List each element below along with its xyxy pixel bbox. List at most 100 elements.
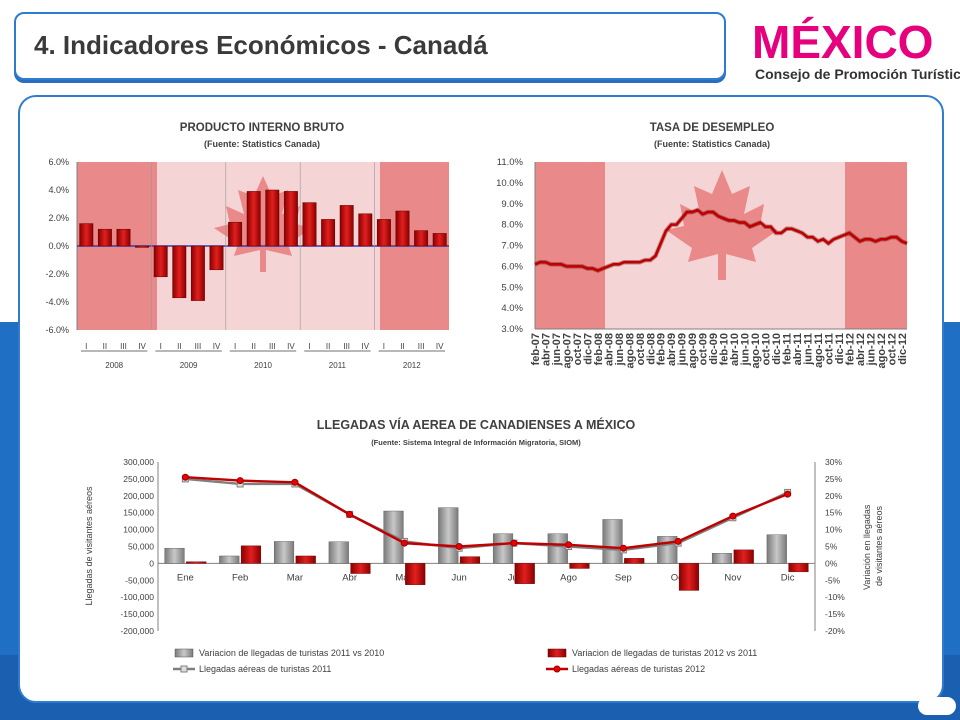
gdp-ytick-label: 2.0% (48, 213, 69, 223)
gdp-quarter-label: III (343, 342, 350, 351)
legend-marker (553, 665, 561, 673)
arrivals-y2tick-label: -5% (825, 575, 841, 585)
gdp-bar (395, 210, 410, 247)
unemployment-xtick-label: dic-10 (771, 333, 783, 365)
arrivals-y2tick-label: 5% (825, 542, 838, 552)
unemployment-xtick-label: jun-08 (614, 333, 626, 366)
gdp-ytick-label: 4.0% (48, 185, 69, 195)
gdp-quarter-label: II (103, 342, 107, 351)
arrivals-category-label: Abr (342, 572, 357, 583)
unemployment-xtick-label: oct-12 (886, 333, 898, 365)
arrivals-category-label: Ago (560, 572, 577, 583)
unemployment-ytick-label: 3.0% (501, 324, 523, 335)
gdp-ytick-label: -2.0% (45, 269, 69, 279)
arrivals-ytick-label: -50,000 (125, 575, 154, 585)
arrivals-bar-2012 (240, 545, 262, 564)
unemployment-line (534, 207, 908, 273)
arrivals-bar-2011 (438, 507, 459, 564)
arrivals-bar-2011 (711, 553, 733, 564)
arrivals-ytick-label: 50,000 (128, 542, 154, 552)
arrivals-marker-2012 (181, 473, 189, 481)
unemployment-chart-title: TASA DE DESEMPLEO (650, 122, 775, 134)
legend-label: Llegadas aéreas de turistas 2012 (572, 664, 705, 674)
unemployment-ytick-label: 11.0% (497, 157, 524, 168)
gdp-bar (79, 223, 94, 247)
gdp-bar (414, 230, 429, 247)
arrivals-marker-2012 (510, 539, 518, 547)
unemployment-xtick-label: feb-07 (530, 333, 542, 365)
arrivals-lines (181, 473, 792, 554)
arrivals-bar-2011 (602, 519, 623, 564)
arrivals-bar-2011 (219, 555, 240, 564)
unemployment-xtick-label: oct-07 (572, 333, 584, 365)
arrivals-category-label: Sep (615, 572, 632, 583)
gdp-quarter-label: III (195, 342, 202, 351)
arrivals-ylabel: Llegadas de visitantes aéreos (84, 486, 94, 606)
gdp-bar (283, 191, 298, 247)
gdp-quarter-label: III (418, 342, 425, 351)
arrivals-bars (164, 507, 809, 591)
arrivals-line-2011 (185, 477, 789, 552)
unemployment-xtick-label: ago-09 (687, 333, 699, 368)
gdp-quarter-label: II (177, 342, 181, 351)
gdp-chart-subtitle: (Fuente: Statistics Canada) (204, 139, 320, 149)
gdp-bar (228, 221, 243, 247)
arrivals-bar-2012 (295, 555, 316, 564)
arrivals-bar-2012 (733, 549, 754, 564)
gdp-bar (432, 233, 447, 247)
unemployment-xtick-label: ago-07 (561, 333, 573, 368)
legend-label: Variacion de llegadas de turistas 2012 v… (572, 648, 757, 658)
gdp-bar (321, 219, 336, 247)
gdp-year-label: 2009 (180, 361, 198, 370)
arrivals-marker-2012 (236, 477, 244, 485)
gdp-bar (376, 219, 391, 247)
unemployment-xtick-label: dic-09 (708, 333, 720, 365)
arrivals-bar-2011 (492, 533, 514, 564)
gdp-quarter-label: IV (138, 342, 146, 351)
logo-wordmark: MÉXICO (752, 16, 933, 68)
gdp-bar (339, 205, 354, 247)
arrivals-bar-2012 (459, 556, 481, 564)
arrivals-ytick-label: 0 (149, 558, 154, 568)
arrivals-marker-2012 (619, 544, 627, 552)
arrivals-bar-2011 (547, 533, 568, 564)
arrivals-category-label: Feb (232, 572, 248, 583)
gdp-bar (116, 228, 131, 247)
arrivals-y2tick-label: -10% (825, 592, 845, 602)
legend-marker (180, 665, 188, 673)
gdp-quarter-label: I (234, 342, 236, 351)
arrivals-marker-2012 (455, 543, 463, 550)
arrivals-y2tick-label: 30% (825, 457, 842, 467)
arrivals-chart: LLEGADAS VÍA AEREA DE CANADIENSES A MÉXI… (84, 417, 884, 674)
mexico-logo: MÉXICO (752, 16, 933, 68)
unemployment-xtick-label: feb-08 (593, 333, 605, 365)
arrivals-category-label: Jul (508, 572, 520, 583)
arrivals-ytick-label: -100,000 (120, 592, 154, 602)
arrivals-ytick-label: 250,000 (123, 474, 154, 484)
page-indicator (918, 697, 956, 715)
arrivals-y2tick-label: -15% (825, 609, 845, 619)
unemployment-xtick-label: oct-10 (761, 333, 773, 365)
arrivals-y2label-line1: Variación en llegadas (862, 504, 872, 590)
arrivals-bar-2011 (164, 547, 185, 564)
gdp-bar (97, 228, 112, 247)
gdp-quarter-label: I (383, 342, 385, 351)
legend-swatch (174, 648, 194, 658)
unemployment-ytick-label: 7.0% (501, 241, 523, 252)
arrivals-category-label: Dic (781, 572, 795, 583)
arrivals-ytick-label: -150,000 (120, 609, 154, 619)
arrivals-marker-2012 (729, 512, 737, 520)
gdp-bar (302, 202, 317, 247)
gdp-quarter-label: III (269, 342, 276, 351)
arrivals-bar-2012 (624, 558, 645, 564)
unemployment-xtick-label: dic-12 (897, 333, 909, 365)
arrivals-bar-2011 (273, 541, 295, 564)
unemployment-ytick-label: 6.0% (501, 261, 523, 272)
unemployment-xtick-label: feb-10 (719, 333, 731, 365)
gdp-quarter-label: I (160, 342, 162, 351)
gdp-ytick-label: -4.0% (45, 297, 69, 307)
arrivals-y2tick-label: 25% (825, 474, 842, 484)
unemployment-xtick-label: jun-12 (865, 333, 877, 366)
arrivals-y2tick-label: 0% (825, 558, 838, 568)
page-title: 4. Indicadores Económicos - Canadá (34, 30, 488, 60)
